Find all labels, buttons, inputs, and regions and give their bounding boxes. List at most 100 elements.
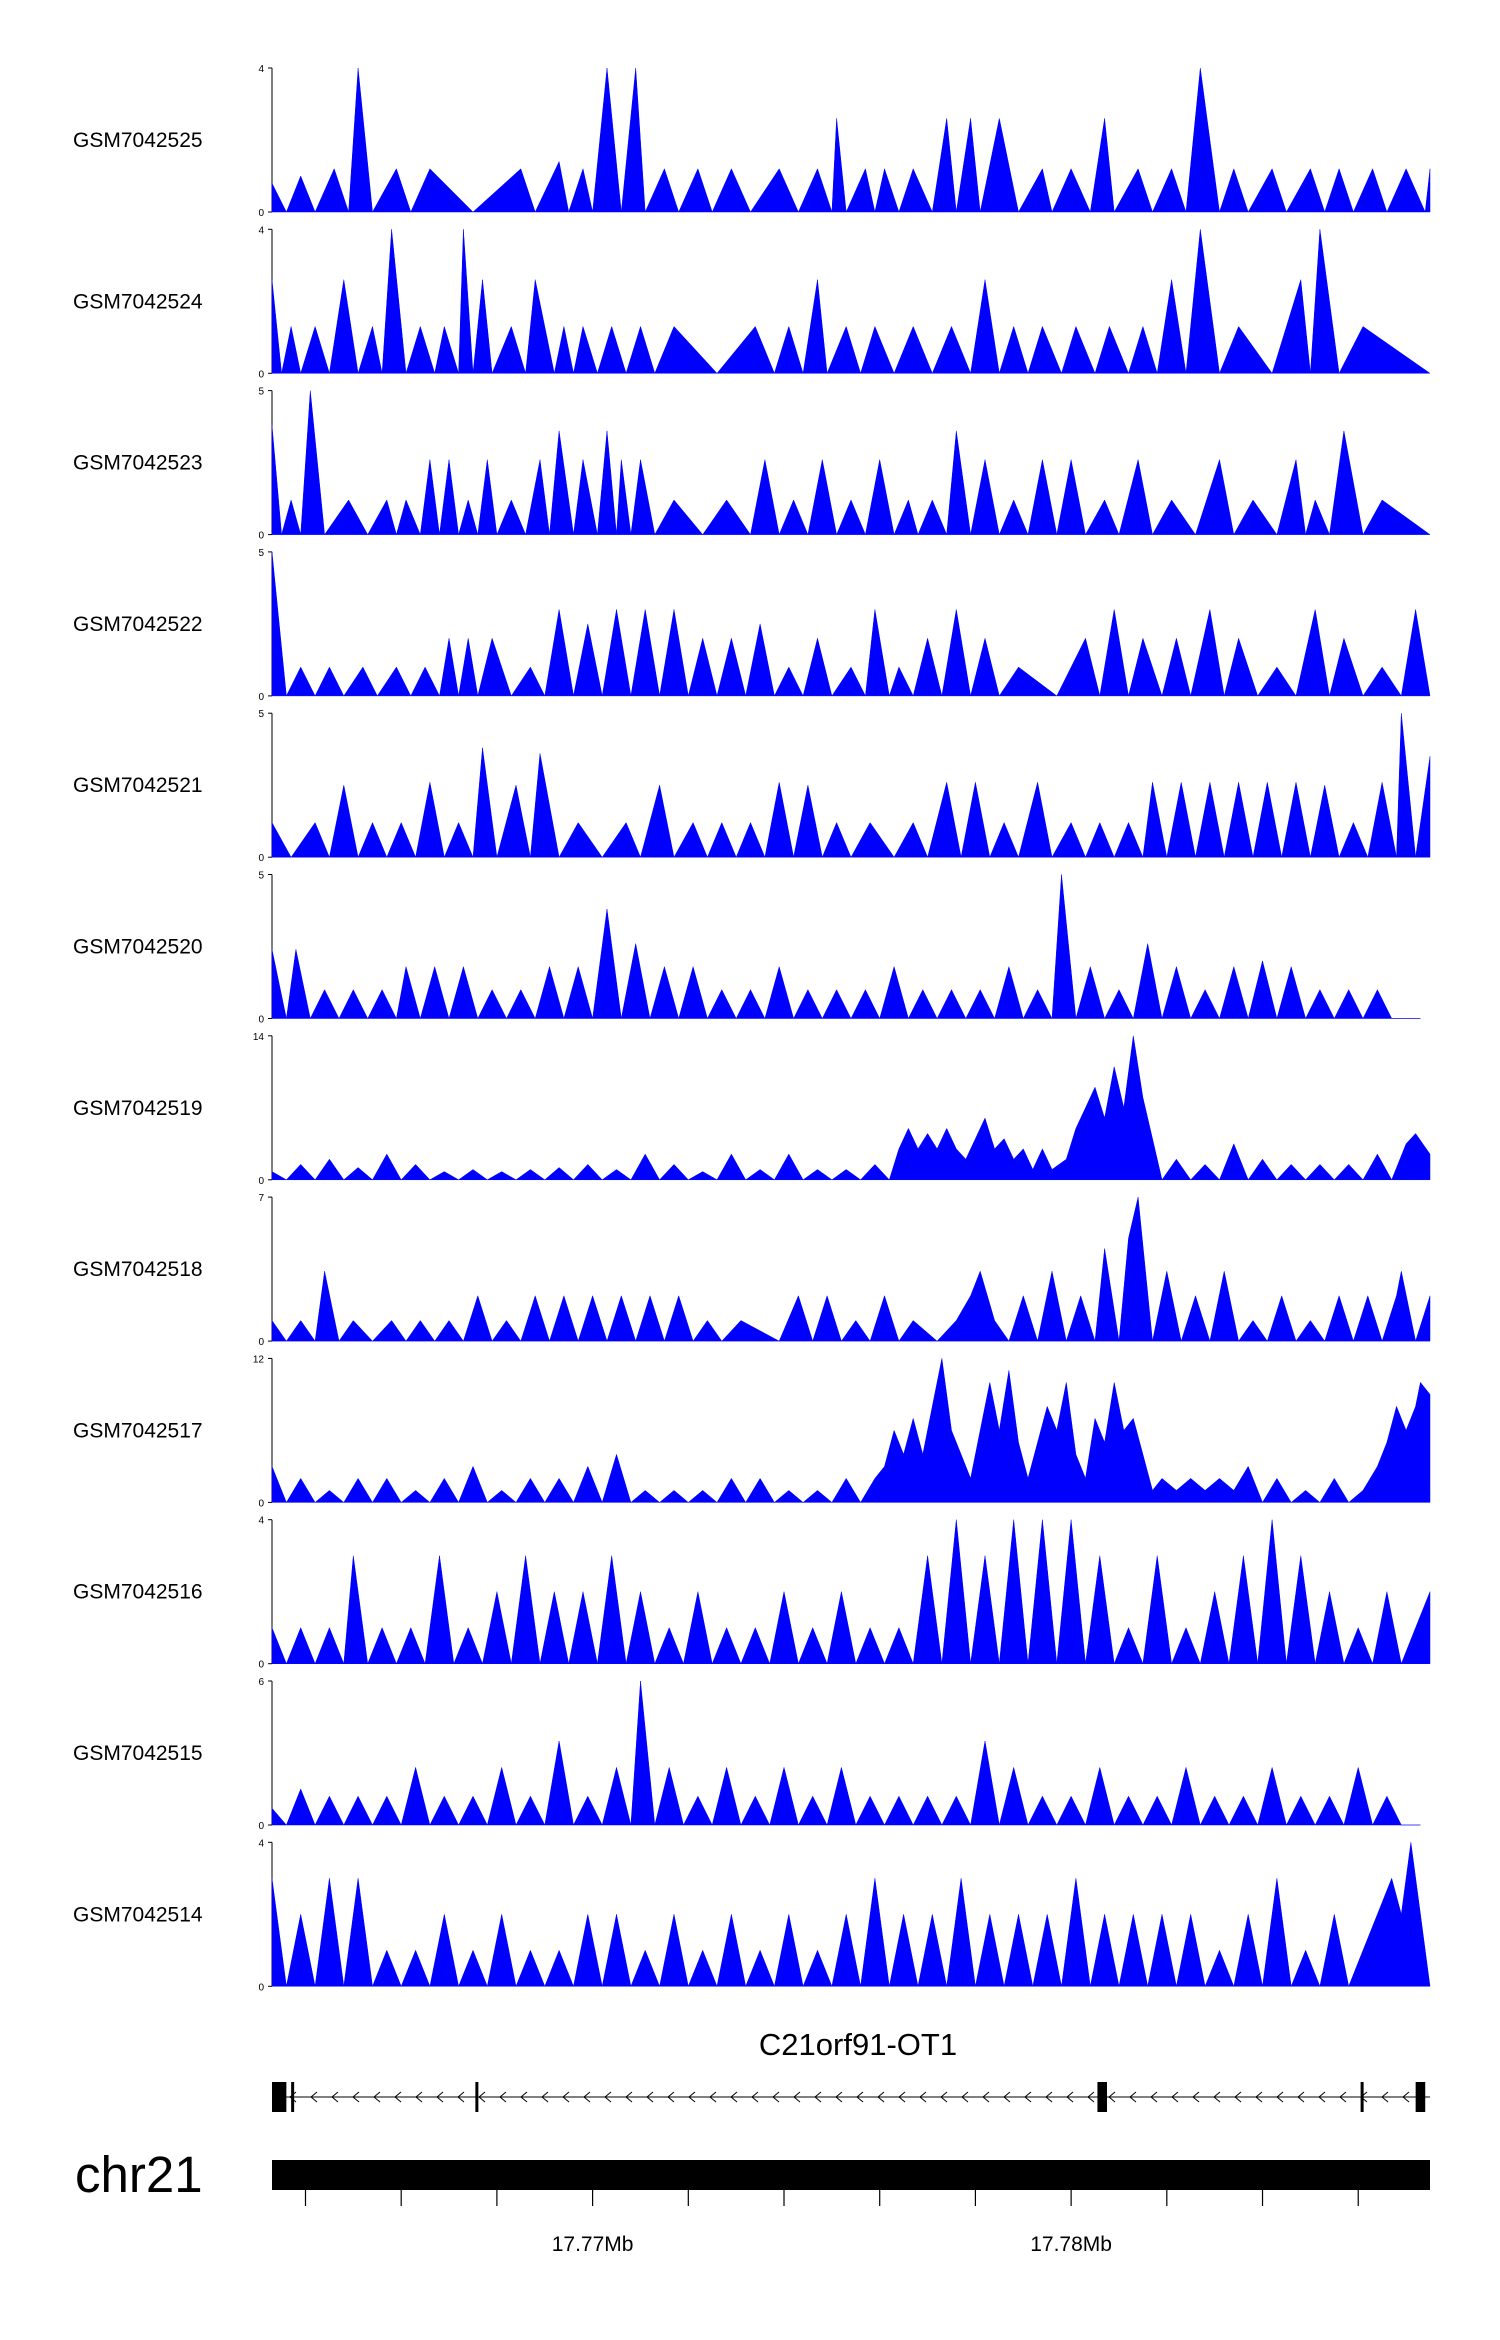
track-label: GSM7042514 bbox=[73, 1903, 203, 1926]
strand-arrow bbox=[814, 2091, 822, 2103]
strand-arrow bbox=[835, 2091, 843, 2103]
y-min-label: 0 bbox=[258, 1015, 264, 1026]
strand-arrow bbox=[1003, 2091, 1011, 2103]
exon-block bbox=[1360, 2082, 1364, 2112]
track-GSM7042518: GSM7042518 7 0 bbox=[73, 1193, 1431, 1348]
exon-block bbox=[475, 2082, 479, 2112]
track-GSM7042516: GSM7042516 4 0 bbox=[73, 1516, 1431, 1671]
track-label: GSM7042525 bbox=[73, 129, 203, 152]
track-GSM7042520: GSM7042520 5 0 bbox=[73, 871, 1421, 1026]
strand-arrow bbox=[310, 2091, 318, 2103]
track-label: GSM7042521 bbox=[73, 774, 203, 797]
strand-arrow bbox=[1045, 2091, 1053, 2103]
track-label: GSM7042522 bbox=[73, 613, 203, 636]
y-min-label: 0 bbox=[258, 369, 264, 380]
signal-area bbox=[271, 390, 1431, 536]
strand-arrow bbox=[961, 2091, 969, 2103]
strand-arrow bbox=[919, 2091, 927, 2103]
y-max-label: 6 bbox=[258, 1677, 264, 1688]
signal-area bbox=[271, 713, 1431, 859]
track-label: GSM7042515 bbox=[73, 1742, 203, 1765]
strand-arrow bbox=[520, 2091, 528, 2103]
chromosome-ideogram bbox=[272, 2160, 1430, 2190]
y-min-label: 0 bbox=[258, 531, 264, 542]
y-min-label: 0 bbox=[258, 1498, 264, 1509]
strand-arrow bbox=[1024, 2091, 1032, 2103]
signal-area bbox=[271, 1035, 1431, 1181]
track-GSM7042515: GSM7042515 6 0 bbox=[73, 1677, 1421, 1832]
strand-arrow bbox=[751, 2091, 759, 2103]
strand-arrow bbox=[688, 2091, 696, 2103]
y-max-label: 4 bbox=[258, 1516, 264, 1527]
signal-area bbox=[271, 67, 1431, 213]
axis-tick-label: 17.78Mb bbox=[1030, 2233, 1112, 2256]
strand-arrow bbox=[583, 2091, 591, 2103]
strand-arrow bbox=[730, 2091, 738, 2103]
chromosome-label: chr21 bbox=[75, 2146, 203, 2203]
strand-arrow bbox=[562, 2091, 570, 2103]
strand-arrow bbox=[499, 2091, 507, 2103]
track-label: GSM7042523 bbox=[73, 452, 203, 475]
track-label: GSM7042516 bbox=[73, 1581, 203, 1604]
exon-block bbox=[291, 2082, 295, 2112]
y-max-label: 5 bbox=[258, 548, 264, 559]
signal-area bbox=[271, 1358, 1431, 1504]
strand-arrow bbox=[331, 2091, 339, 2103]
track-label: GSM7042518 bbox=[73, 1258, 203, 1281]
y-min-label: 0 bbox=[258, 1176, 264, 1187]
strand-arrow bbox=[1297, 2091, 1305, 2103]
strand-arrow bbox=[709, 2091, 717, 2103]
strand-arrow bbox=[1276, 2091, 1284, 2103]
strand-arrow bbox=[1381, 2091, 1389, 2103]
track-label: GSM7042524 bbox=[73, 290, 203, 313]
strand-arrow bbox=[982, 2091, 990, 2103]
strand-arrow bbox=[604, 2091, 612, 2103]
strand-arrow bbox=[877, 2091, 885, 2103]
track-GSM7042522: GSM7042522 5 0 bbox=[73, 548, 1431, 703]
track-GSM7042514: GSM7042514 4 0 bbox=[73, 1838, 1431, 1993]
y-min-label: 0 bbox=[258, 853, 264, 864]
strand-arrow bbox=[1066, 2091, 1074, 2103]
y-max-label: 4 bbox=[258, 64, 264, 75]
gene-name-label: C21orf91-OT1 bbox=[759, 2027, 957, 2062]
strand-arrow bbox=[541, 2091, 549, 2103]
track-GSM7042523: GSM7042523 5 0 bbox=[73, 387, 1431, 542]
signal-area bbox=[271, 229, 1431, 375]
strand-arrow bbox=[1255, 2091, 1263, 2103]
y-max-label: 4 bbox=[258, 225, 264, 236]
strand-arrow bbox=[1318, 2091, 1326, 2103]
strand-arrow bbox=[793, 2091, 801, 2103]
strand-arrow bbox=[352, 2091, 360, 2103]
exon-block bbox=[1415, 2082, 1426, 2112]
strand-arrow bbox=[1402, 2091, 1410, 2103]
strand-arrow bbox=[436, 2091, 444, 2103]
strand-arrow bbox=[394, 2091, 402, 2103]
strand-arrow bbox=[1171, 2091, 1179, 2103]
y-min-label: 0 bbox=[258, 692, 264, 703]
signal-tracks: GSM704252540GSM704252440GSM704252350GSM7… bbox=[73, 64, 1431, 1993]
track-GSM7042517: GSM7042517 12 0 bbox=[73, 1354, 1431, 1509]
strand-arrow bbox=[898, 2091, 906, 2103]
strand-arrow bbox=[1234, 2091, 1242, 2103]
y-min-label: 0 bbox=[258, 1660, 264, 1671]
strand-arrow bbox=[772, 2091, 780, 2103]
strand-arrow bbox=[646, 2091, 654, 2103]
y-min-label: 0 bbox=[258, 1821, 264, 1832]
exon-block bbox=[272, 2082, 287, 2112]
y-max-label: 4 bbox=[258, 1838, 264, 1849]
exon-block bbox=[1097, 2082, 1108, 2112]
y-min-label: 0 bbox=[258, 208, 264, 219]
strand-arrow bbox=[856, 2091, 864, 2103]
strand-arrow bbox=[478, 2091, 486, 2103]
y-max-label: 12 bbox=[253, 1354, 265, 1365]
signal-area bbox=[271, 1680, 1421, 1826]
strand-arrow bbox=[1150, 2091, 1158, 2103]
chromosome-axis: chr21 17.77Mb 17.78Mb bbox=[75, 2146, 1430, 2256]
strand-arrow bbox=[373, 2091, 381, 2103]
strand-arrow bbox=[1087, 2091, 1095, 2103]
strand-arrow bbox=[1339, 2091, 1347, 2103]
track-label: GSM7042517 bbox=[73, 1419, 203, 1442]
strand-arrow bbox=[1192, 2091, 1200, 2103]
gene-track: C21orf91-OT1 bbox=[272, 2027, 1430, 2112]
